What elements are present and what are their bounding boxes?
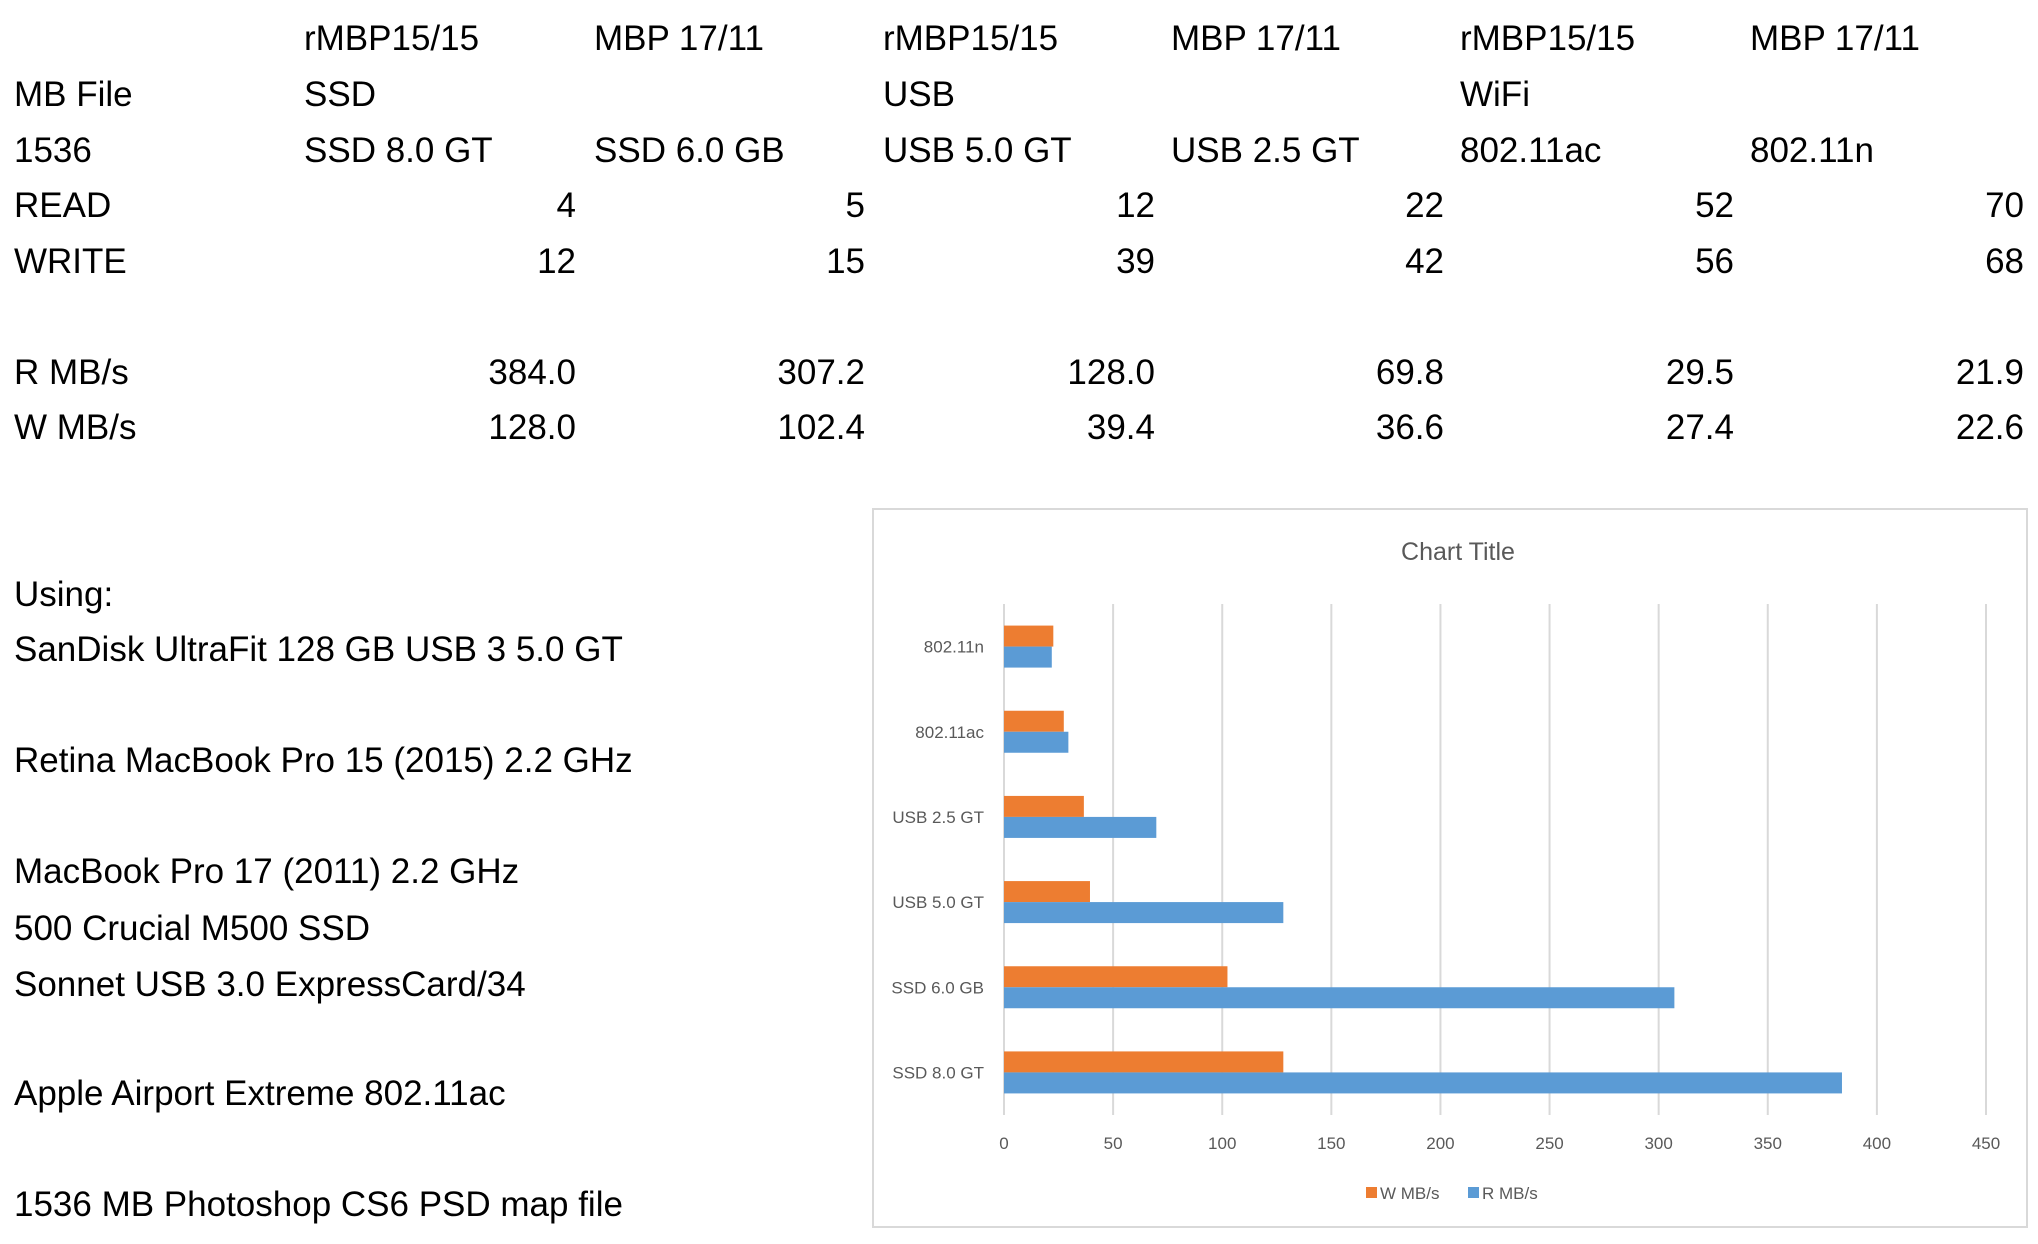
note-line: Sonnet USB 3.0 ExpressCard/34 xyxy=(14,965,526,1004)
read-cell: 4 xyxy=(556,186,576,225)
legend-swatch xyxy=(1366,1187,1377,1198)
r-mbs-cell: 307.2 xyxy=(777,353,865,392)
header-row3-cell: SSD 6.0 GB xyxy=(594,131,785,170)
header-row1-cell: rMBP15/15 xyxy=(1460,19,1636,58)
bar-w-mbs xyxy=(1004,881,1090,903)
r-mbs-cell: 21.9 xyxy=(1955,353,2024,392)
bar-r-mbs xyxy=(1004,902,1284,924)
category-label: USB 2.5 GT xyxy=(892,808,984,827)
x-tick-label: 300 xyxy=(1644,1134,1672,1153)
note-line: MacBook Pro 17 (2011) 2.2 GHz xyxy=(14,852,520,891)
category-label: 802.11n xyxy=(924,638,984,657)
legend-swatch xyxy=(1468,1187,1479,1198)
write-cell: 39 xyxy=(1116,242,1155,281)
header-row1-cell: MBP 17/11 xyxy=(1171,19,1341,58)
x-tick-label: 50 xyxy=(1104,1134,1123,1153)
legend-label: W MB/s xyxy=(1380,1184,1440,1203)
w-mbs-cell: 36.6 xyxy=(1375,408,1444,447)
w-mbs-cell: 39.4 xyxy=(1086,408,1155,447)
header-row2-cell: SSD xyxy=(304,75,376,114)
bar-w-mbs xyxy=(1004,710,1064,732)
write-cell: WRITE xyxy=(14,242,127,281)
write-cell: 15 xyxy=(826,242,865,281)
note-line: Retina MacBook Pro 15 (2015) 2.2 GHz xyxy=(14,741,633,780)
r-mbs-cell: 384.0 xyxy=(488,353,576,392)
write-cell: 56 xyxy=(1695,242,1734,281)
category-label: 802.11ac xyxy=(915,723,984,742)
header-row3-cell: 1536 xyxy=(14,131,92,170)
write-cell: 12 xyxy=(537,242,576,281)
note-line: Apple Airport Extreme 802.11ac xyxy=(14,1074,506,1113)
bar-r-mbs xyxy=(1004,987,1675,1009)
w-mbs-cell: W MB/s xyxy=(14,408,137,447)
category-label: SSD 8.0 GT xyxy=(892,1063,984,1082)
header-row1-cell: rMBP15/15 xyxy=(883,19,1059,58)
w-mbs-cell: 27.4 xyxy=(1665,408,1734,447)
bar-w-mbs xyxy=(1004,1051,1284,1073)
note-line: 1536 MB Photoshop CS6 PSD map file xyxy=(14,1185,623,1224)
bar-r-mbs xyxy=(1004,816,1157,838)
bar-r-mbs xyxy=(1004,731,1069,753)
x-tick-label: 0 xyxy=(999,1134,1008,1153)
x-tick-label: 200 xyxy=(1426,1134,1454,1153)
r-mbs-cell: 128.0 xyxy=(1067,353,1155,392)
w-mbs-cell: 128.0 xyxy=(488,408,576,447)
r-mbs-cell: 29.5 xyxy=(1665,353,1734,392)
header-row3-cell: SSD 8.0 GT xyxy=(304,131,493,170)
x-tick-label: 150 xyxy=(1317,1134,1345,1153)
bar-w-mbs xyxy=(1004,966,1228,988)
write-cell: 42 xyxy=(1405,242,1444,281)
header-row2-cell: WiFi xyxy=(1460,75,1530,114)
bar-chart-svg: Chart Title 0 50 100 150 200 250 300 350 400 450 S… xyxy=(891,538,2000,1203)
header-row2-cell: MB File xyxy=(14,75,133,114)
read-cell: READ xyxy=(14,186,112,225)
header-row3-cell: 802.11n xyxy=(1750,131,1874,170)
header-row1-cell: MBP 17/11 xyxy=(1750,19,1920,58)
bar-r-mbs xyxy=(1004,646,1052,668)
w-mbs-cell: 22.6 xyxy=(1955,408,2024,447)
chart-title: Chart Title xyxy=(1401,538,1515,566)
header-row3-cell: USB 5.0 GT xyxy=(883,131,1072,170)
r-mbs-cell: R MB/s xyxy=(14,353,129,392)
x-tick-label: 350 xyxy=(1754,1134,1782,1153)
w-mbs-cell: 102.4 xyxy=(777,408,865,447)
header-row1-cell: rMBP15/15 xyxy=(304,19,480,58)
read-cell: 5 xyxy=(845,186,865,225)
bar-w-mbs xyxy=(1004,625,1054,647)
read-cell: 70 xyxy=(1985,186,2024,225)
note-line: Using: xyxy=(14,575,114,614)
bar-w-mbs xyxy=(1004,795,1084,817)
x-tick-label: 100 xyxy=(1208,1134,1236,1153)
category-label: SSD 6.0 GB xyxy=(891,978,984,997)
bar-r-mbs xyxy=(1004,1072,1842,1094)
note-line: 500 Crucial M500 SSD xyxy=(14,909,370,948)
x-tick-label: 400 xyxy=(1863,1134,1891,1153)
header-row1-cell: MBP 17/11 xyxy=(594,19,764,58)
x-tick-label: 250 xyxy=(1535,1134,1563,1153)
read-cell: 52 xyxy=(1695,186,1734,225)
legend-label: R MB/s xyxy=(1482,1184,1538,1203)
r-mbs-cell: 69.8 xyxy=(1375,353,1444,392)
read-cell: 22 xyxy=(1405,186,1444,225)
x-tick-label: 450 xyxy=(1972,1134,2000,1153)
header-row3-cell: USB 2.5 GT xyxy=(1171,131,1360,170)
note-line: SanDisk UltraFit 128 GB USB 3 5.0 GT xyxy=(14,630,623,669)
chart: Chart Title 0 50 100 150 200 250 300 350 400 450 S… xyxy=(872,508,2028,1228)
category-label: USB 5.0 GT xyxy=(892,893,984,912)
read-cell: 12 xyxy=(1116,186,1155,225)
header-row3-cell: 802.11ac xyxy=(1460,131,1602,170)
header-row2-cell: USB xyxy=(883,75,955,114)
write-cell: 68 xyxy=(1985,242,2024,281)
